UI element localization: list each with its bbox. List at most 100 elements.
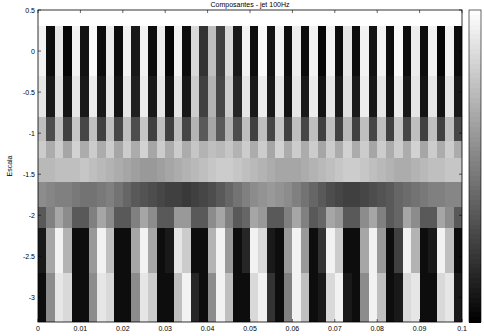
- colorbar-step: [469, 288, 481, 293]
- cell: [420, 26, 429, 76]
- colorbar-step: [469, 142, 481, 147]
- cell: [428, 76, 437, 117]
- cell: [123, 207, 132, 228]
- cell: [225, 207, 234, 228]
- cell: [55, 26, 64, 76]
- colorbar-step: [469, 278, 481, 283]
- cell: [445, 228, 454, 274]
- colorbar-step: [469, 234, 481, 239]
- colorbar-step: [469, 166, 481, 171]
- cell: [394, 158, 403, 183]
- cell: [292, 141, 301, 158]
- colorbar-step: [469, 239, 481, 244]
- cell: [38, 76, 47, 117]
- y-tick: [459, 215, 462, 216]
- cell: [411, 182, 420, 207]
- cell: [89, 228, 98, 274]
- colorbar-step: [469, 93, 481, 98]
- cell: [89, 141, 98, 158]
- cell: [454, 182, 462, 207]
- cell: [309, 158, 318, 183]
- cell: [72, 207, 81, 228]
- cell: [242, 141, 251, 158]
- cell: [55, 182, 64, 207]
- cell: [199, 76, 208, 117]
- colorbar-step: [469, 147, 481, 152]
- cell: [114, 76, 123, 117]
- cell: [445, 76, 454, 117]
- cell: [360, 26, 369, 76]
- cell: [131, 207, 140, 228]
- cell: [250, 207, 259, 228]
- cell: [80, 182, 89, 207]
- cell: [360, 117, 369, 142]
- cell: [275, 141, 284, 158]
- colorbar-step: [469, 298, 481, 303]
- cell: [114, 207, 123, 228]
- colorbar-step: [469, 259, 481, 264]
- cell: [343, 26, 352, 76]
- cell: [38, 158, 47, 183]
- cell: [258, 117, 267, 142]
- cell: [38, 117, 47, 142]
- cell: [386, 182, 395, 207]
- cell: [352, 141, 361, 158]
- cell: [284, 26, 293, 76]
- cell: [437, 207, 446, 228]
- cell: [157, 76, 166, 117]
- cell: [309, 182, 318, 207]
- colorbar-step: [469, 83, 481, 88]
- cell: [369, 228, 378, 274]
- cell: [182, 273, 191, 322]
- cell: [199, 117, 208, 142]
- cell: [131, 273, 140, 322]
- cell: [335, 182, 344, 207]
- cell: [454, 76, 462, 117]
- cell: [258, 141, 267, 158]
- cell: [292, 228, 301, 274]
- cell: [131, 26, 140, 76]
- cell: [140, 207, 149, 228]
- cell: [343, 158, 352, 183]
- cell: [208, 141, 217, 158]
- colorbar-step: [469, 220, 481, 225]
- cell: [284, 207, 293, 228]
- y-tick: [459, 174, 462, 175]
- cell: [267, 182, 276, 207]
- cell: [208, 117, 217, 142]
- colorbar-step: [469, 317, 481, 322]
- cell: [394, 207, 403, 228]
- cell: [284, 117, 293, 142]
- cell: [165, 26, 174, 76]
- cell: [148, 76, 157, 117]
- cell: [352, 182, 361, 207]
- cell: [335, 158, 344, 183]
- cell: [301, 228, 310, 274]
- y-tick-label: -3: [29, 294, 35, 301]
- cell: [55, 76, 64, 117]
- cell: [428, 273, 437, 322]
- cell: [208, 207, 217, 228]
- cell: [174, 273, 183, 322]
- cell: [335, 207, 344, 228]
- cell: [275, 182, 284, 207]
- cell: [114, 158, 123, 183]
- colorbar-step: [469, 30, 481, 35]
- cell: [352, 76, 361, 117]
- cell: [258, 273, 267, 322]
- cell: [335, 228, 344, 274]
- cell: [55, 141, 64, 158]
- cell: [80, 273, 89, 322]
- colorbar-step: [469, 122, 481, 127]
- cell: [258, 207, 267, 228]
- cell: [394, 26, 403, 76]
- cell: [199, 182, 208, 207]
- cell: [377, 141, 386, 158]
- cell: [284, 182, 293, 207]
- cell: [403, 141, 412, 158]
- cell: [445, 207, 454, 228]
- cell: [250, 228, 259, 274]
- cell: [191, 207, 200, 228]
- cell: [182, 117, 191, 142]
- cell: [309, 76, 318, 117]
